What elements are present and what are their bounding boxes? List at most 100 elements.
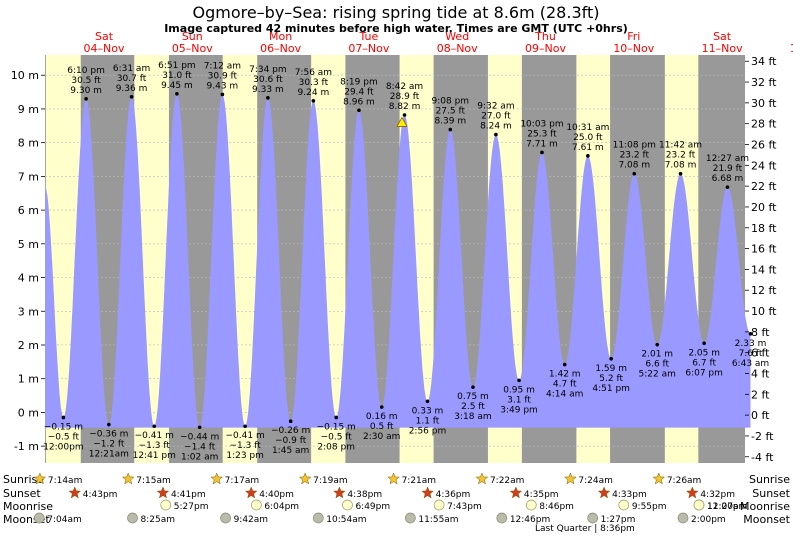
tide-point-25 <box>632 171 637 176</box>
tide-label-7-0: 7:12 am <box>204 61 241 71</box>
ytick-label-left-6: 5 m <box>18 238 39 251</box>
moonset-icon-2 <box>220 512 231 524</box>
ytick-label-left-5: 4 m <box>18 272 39 285</box>
tide-area <box>45 93 751 428</box>
ytick-label-right-7: 10 ft <box>751 305 777 318</box>
moonrise-time-0: 5:27pm <box>174 502 209 512</box>
tide-label-9-1: 30.6 ft <box>253 75 283 85</box>
day-label-dow-1: Sun <box>182 30 203 43</box>
tide-label-14-0: 0.16 m <box>366 412 398 422</box>
tide-label-7-2: 9.43 m <box>207 81 239 91</box>
sunrise-icon-4 <box>387 472 400 485</box>
day-label-dow-7: Sat <box>713 30 732 43</box>
tide-label-27-0: 11:42 am <box>659 141 702 151</box>
tide-label-24-2: 4:51 pm <box>592 384 630 394</box>
tide-point-29 <box>725 185 730 189</box>
plot-area <box>45 55 753 463</box>
tide-label-14-1: 0.5 ft <box>370 422 394 432</box>
tide-point-23 <box>586 154 590 158</box>
sunrise-icon-7 <box>652 472 666 485</box>
moonrise-icon-2 <box>342 499 353 511</box>
sunrise-icon-6 <box>564 472 577 485</box>
sunset-time-2: 4:40pm <box>259 490 294 500</box>
tide-label-18-2: 3:18 am <box>454 412 491 422</box>
moonset-icon-3 <box>312 512 324 524</box>
chart-title: Ogmore–by–Sea: rising spring tide at 8.6… <box>192 3 599 22</box>
sunset-time-4: 4:36pm <box>436 490 471 500</box>
tide-label-12-0: −0.15 m <box>317 422 356 432</box>
tide-point-22 <box>562 362 567 367</box>
day-label-dow-5: Thu <box>534 30 556 43</box>
tide-label-18-1: 2.5 ft <box>461 402 485 412</box>
moonset-icon-1 <box>127 512 138 524</box>
day-label-date-7: 11–Nov <box>702 42 743 55</box>
tide-point-18 <box>471 385 475 389</box>
sunrise-time-5: 7:22am <box>490 476 525 486</box>
day-label-date-4: 08–Nov <box>437 42 478 55</box>
tide-label-26-2: 5:22 am <box>639 370 676 380</box>
day-label-dow-2: Mon <box>269 30 292 43</box>
moonset-icon-0 <box>33 512 45 524</box>
ytick-label-right-3: 2 ft <box>751 388 770 401</box>
tide-label-26-1: 6.6 ft <box>645 360 669 370</box>
tide-point-17 <box>448 127 453 132</box>
tide-label-1-1: 30.5 ft <box>71 76 101 86</box>
day-label-dow-0: Sat <box>95 30 114 43</box>
moonrise-time-4: 8:46pm <box>539 502 574 512</box>
tide-point-20 <box>517 378 521 383</box>
tide-point-11 <box>311 99 316 103</box>
tide-label-4-1: −1.3 ft <box>139 441 171 451</box>
tide-point-26 <box>655 342 660 347</box>
tide-label-9-0: 7:34 pm <box>249 65 287 75</box>
moonrise-icon-7 <box>693 499 705 511</box>
row-label-right-moonrise: Moonrise <box>740 500 790 513</box>
tide-label-22-2: 4:14 am <box>546 390 583 400</box>
tide-point-24 <box>609 357 613 361</box>
tide-label-19-2: 8.24 m <box>480 122 512 132</box>
tide-label-18-0: 0.75 m <box>457 392 489 402</box>
moonrise-time-1: 6:04pm <box>264 502 299 512</box>
tide-label-0-1: −0.5 ft <box>48 432 80 442</box>
ytick-label-left-2: 1 m <box>18 373 39 386</box>
tide-label-17-1: 27.5 ft <box>436 107 466 117</box>
ytick-label-left-11: 10 m <box>11 69 39 82</box>
row-label-right-sunrise: Sunrise <box>749 473 790 486</box>
ytick-label-right-4: 4 ft <box>751 367 770 380</box>
tide-label-16-2: 2:56 pm <box>409 426 447 436</box>
sunset-icon-5 <box>509 486 523 499</box>
tide-point-8 <box>243 424 247 429</box>
day-label-date-1: 05–Nov <box>172 42 213 55</box>
moonset-time-3: 10:54am <box>326 515 366 525</box>
ytick-label-right-14: 24 ft <box>751 159 777 172</box>
tide-point-13 <box>357 108 361 113</box>
tide-label-28-0: 2.05 m <box>688 348 720 358</box>
row-label-left-moonrise: Moonrise <box>3 500 53 513</box>
tide-label-16-1: 1.1 ft <box>416 416 440 426</box>
tide-label-3-2: 9.36 m <box>116 84 148 94</box>
tide-label-10-2: 1:45 am <box>272 446 309 456</box>
sunrise-time-0: 7:14am <box>48 476 83 486</box>
tide-point-7 <box>220 92 225 97</box>
tide-point-15 <box>402 113 407 117</box>
sunset-time-6: 4:33pm <box>612 490 647 500</box>
tide-label-3-0: 6:31 am <box>113 64 150 74</box>
tide-point-19 <box>494 132 498 137</box>
tide-point-12 <box>334 415 339 420</box>
tide-label-23-2: 7.61 m <box>572 143 604 153</box>
sunset-time-7: 4:32pm <box>700 490 735 500</box>
tide-label-19-1: 27.0 ft <box>481 112 511 122</box>
tide-label-2-1: −1.2 ft <box>93 440 125 450</box>
ytick-label-left-7: 6 m <box>18 204 39 217</box>
ytick-label-right-9: 14 ft <box>751 263 777 276</box>
day-label-date-0: 04–Nov <box>84 42 125 55</box>
tide-label-7-1: 30.9 ft <box>208 71 238 81</box>
moonset-icon-7 <box>677 512 689 524</box>
tide-label-6-2: 1:02 am <box>181 452 218 462</box>
sunset-icon-2 <box>244 486 258 499</box>
sunrise-time-7: 7:26am <box>667 476 702 486</box>
tide-point-2 <box>107 422 111 427</box>
ytick-label-right-12: 20 ft <box>751 201 777 214</box>
tide-label-14-2: 2:30 am <box>363 432 400 442</box>
tide-label-15-1: 28.9 ft <box>390 92 420 102</box>
ytick-label-right-16: 28 ft <box>751 118 777 131</box>
